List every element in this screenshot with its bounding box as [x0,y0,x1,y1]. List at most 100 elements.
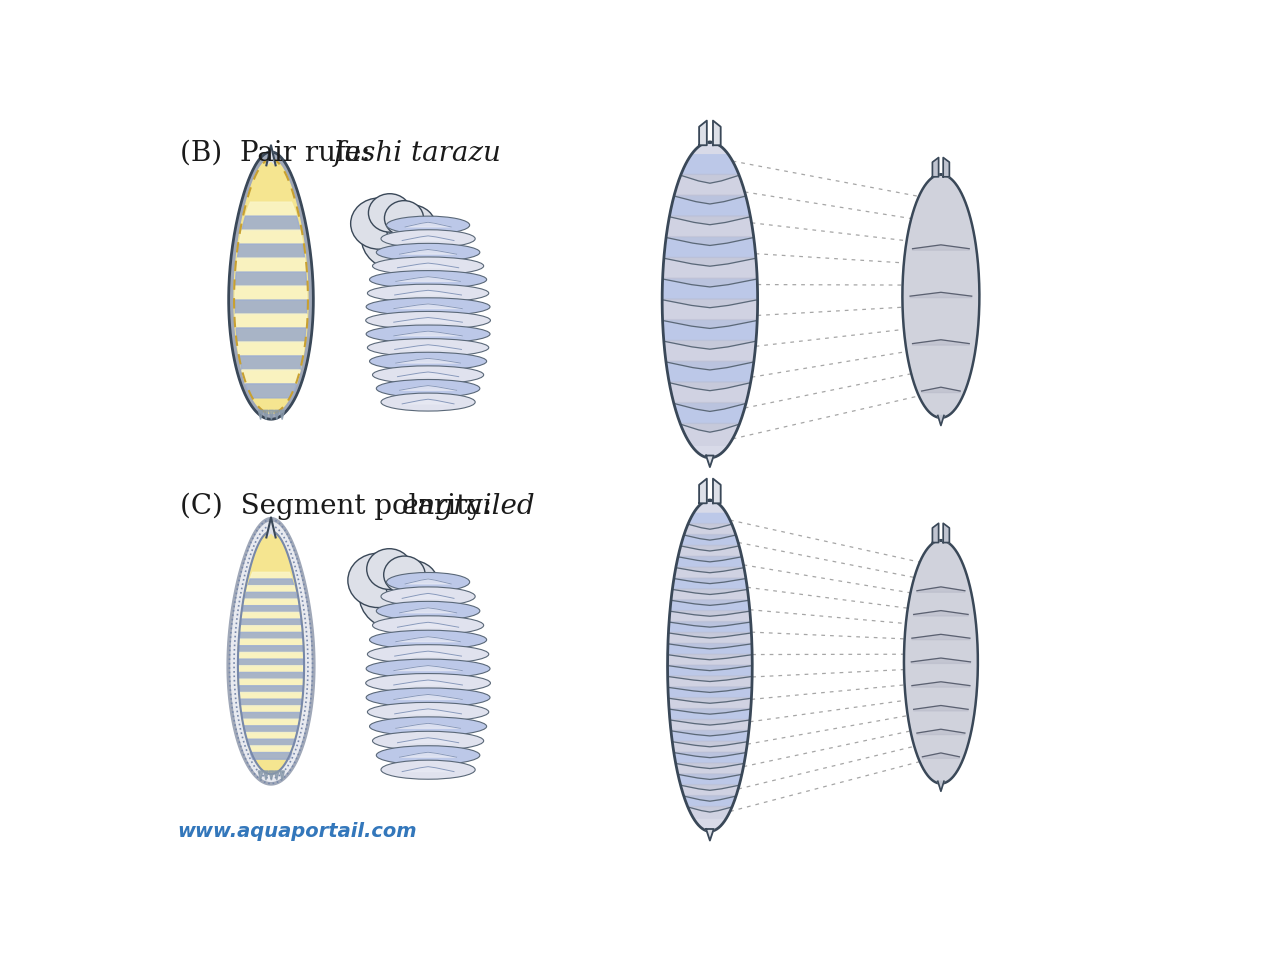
Polygon shape [399,753,457,757]
Polygon shape [663,279,756,300]
Polygon shape [707,456,714,468]
Polygon shape [677,567,742,573]
Polygon shape [669,612,750,622]
Polygon shape [689,806,731,812]
Polygon shape [672,600,748,606]
Polygon shape [229,152,314,420]
Polygon shape [280,410,284,420]
Polygon shape [394,694,462,700]
Polygon shape [671,382,749,391]
Polygon shape [675,195,745,204]
Polygon shape [668,633,751,644]
Polygon shape [239,356,302,370]
Polygon shape [671,383,750,404]
Polygon shape [394,651,462,656]
Polygon shape [242,612,301,619]
Polygon shape [668,687,751,698]
Polygon shape [671,719,749,725]
Polygon shape [239,646,303,653]
Ellipse shape [381,760,475,780]
Polygon shape [911,635,970,639]
Polygon shape [227,517,315,785]
Polygon shape [402,399,454,404]
Polygon shape [248,746,294,753]
Polygon shape [242,216,300,230]
Polygon shape [675,567,745,579]
Ellipse shape [381,393,475,411]
Polygon shape [250,753,292,759]
Polygon shape [675,752,745,757]
Polygon shape [678,546,741,557]
Polygon shape [667,217,753,238]
Polygon shape [675,753,745,763]
Ellipse shape [381,587,475,606]
Ellipse shape [372,257,484,275]
Polygon shape [406,579,451,584]
Polygon shape [707,829,714,841]
Polygon shape [230,522,311,781]
Text: (B)  Pair rule:: (B) Pair rule: [180,140,380,167]
Polygon shape [663,258,756,279]
Polygon shape [663,300,756,321]
Polygon shape [685,796,735,802]
Polygon shape [241,626,302,633]
Polygon shape [234,159,308,414]
Polygon shape [244,732,297,739]
Polygon shape [671,600,749,612]
Polygon shape [399,386,457,391]
Polygon shape [910,292,972,298]
Polygon shape [914,706,968,711]
Ellipse shape [376,601,480,620]
Ellipse shape [367,284,489,302]
Polygon shape [394,290,462,295]
Polygon shape [672,731,748,742]
Polygon shape [911,682,970,687]
Polygon shape [668,655,751,665]
Ellipse shape [376,746,480,765]
Text: www.aquaportail.com: www.aquaportail.com [177,822,417,841]
Polygon shape [904,540,978,783]
Polygon shape [938,781,943,791]
Polygon shape [236,286,307,300]
Polygon shape [669,686,750,692]
Polygon shape [662,142,758,458]
Polygon shape [916,730,965,734]
Polygon shape [922,387,960,393]
Polygon shape [713,121,721,145]
Polygon shape [241,619,301,626]
Polygon shape [685,796,736,807]
Polygon shape [236,300,307,314]
Polygon shape [663,299,756,308]
Ellipse shape [361,205,433,270]
Polygon shape [671,611,749,616]
Ellipse shape [348,553,408,608]
Polygon shape [667,236,753,246]
Ellipse shape [366,674,490,692]
Polygon shape [236,258,306,272]
Polygon shape [669,622,750,633]
Ellipse shape [372,615,484,635]
Polygon shape [699,479,707,503]
Polygon shape [274,771,279,780]
Polygon shape [269,771,274,780]
Ellipse shape [370,352,486,371]
Polygon shape [242,712,301,719]
Polygon shape [238,531,305,774]
Polygon shape [914,611,968,616]
Ellipse shape [376,379,480,397]
Polygon shape [678,775,741,785]
Polygon shape [239,672,303,679]
Ellipse shape [366,311,490,329]
Ellipse shape [366,325,490,343]
Polygon shape [673,742,746,753]
Ellipse shape [370,717,486,736]
Polygon shape [239,653,303,660]
Text: (C)  Segment polarity:: (C) Segment polarity: [180,492,502,520]
Polygon shape [669,643,750,649]
Polygon shape [396,276,461,281]
Polygon shape [394,680,462,685]
Ellipse shape [367,339,489,356]
Polygon shape [668,644,751,655]
Polygon shape [239,692,302,699]
Polygon shape [689,514,731,524]
